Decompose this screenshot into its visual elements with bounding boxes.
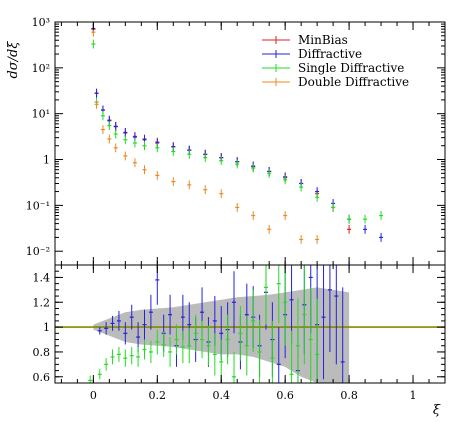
x-tick-label: 1 [410, 389, 417, 402]
ratio-y-tick-label: 0.8 [33, 346, 51, 359]
ratio-plot-frame [54, 264, 446, 384]
ratio-y-tick-label: 0.6 [33, 371, 51, 384]
y-tick-label: 10¹ [32, 108, 50, 121]
y-axis-label: dσ/dξ [6, 41, 21, 79]
x-tick-label: 0.4 [212, 389, 230, 402]
x-axis-label: ξ [433, 403, 441, 418]
main-plot-panel: 10⁻² 10⁻¹ 1 10¹ 10² 10³ dσ/dξ MinBiasDiffract… [6, 16, 446, 266]
series-double-diffractive [91, 27, 320, 244]
main-plot-frame [54, 21, 446, 266]
ratio-y-tick-label: 1.2 [33, 296, 51, 309]
y-tick-label: 10² [32, 62, 50, 75]
x-tick-label: 0.8 [340, 389, 358, 402]
y-tick-label: 10⁻¹ [26, 199, 50, 212]
y-tick-label: 10⁻² [26, 245, 50, 258]
y-tick-label: 1 [43, 154, 50, 167]
ratio-y-tick-label: 1.4 [33, 271, 51, 284]
ratio-y-tick-label: 1 [43, 321, 50, 334]
x-tick-label: 0 [90, 389, 97, 402]
y-tick-label: 10³ [32, 16, 50, 29]
ratio-series-single-diffractive [88, 265, 320, 383]
legend-label: Double Diffractive [298, 75, 409, 89]
x-tick-label: 0.6 [276, 389, 294, 402]
legend-label: MinBias [298, 33, 348, 47]
x-tick-label: 0.2 [149, 389, 167, 402]
ratio-plot-panel: 0.6 0.8 1 1.2 1.4 0 0.2 0.4 0.6 0.8 1 ξ [33, 22, 446, 418]
legend-label: Diffractive [298, 47, 362, 61]
series-single-diffractive [91, 39, 384, 224]
legend-label: Single Diffractive [298, 61, 404, 75]
